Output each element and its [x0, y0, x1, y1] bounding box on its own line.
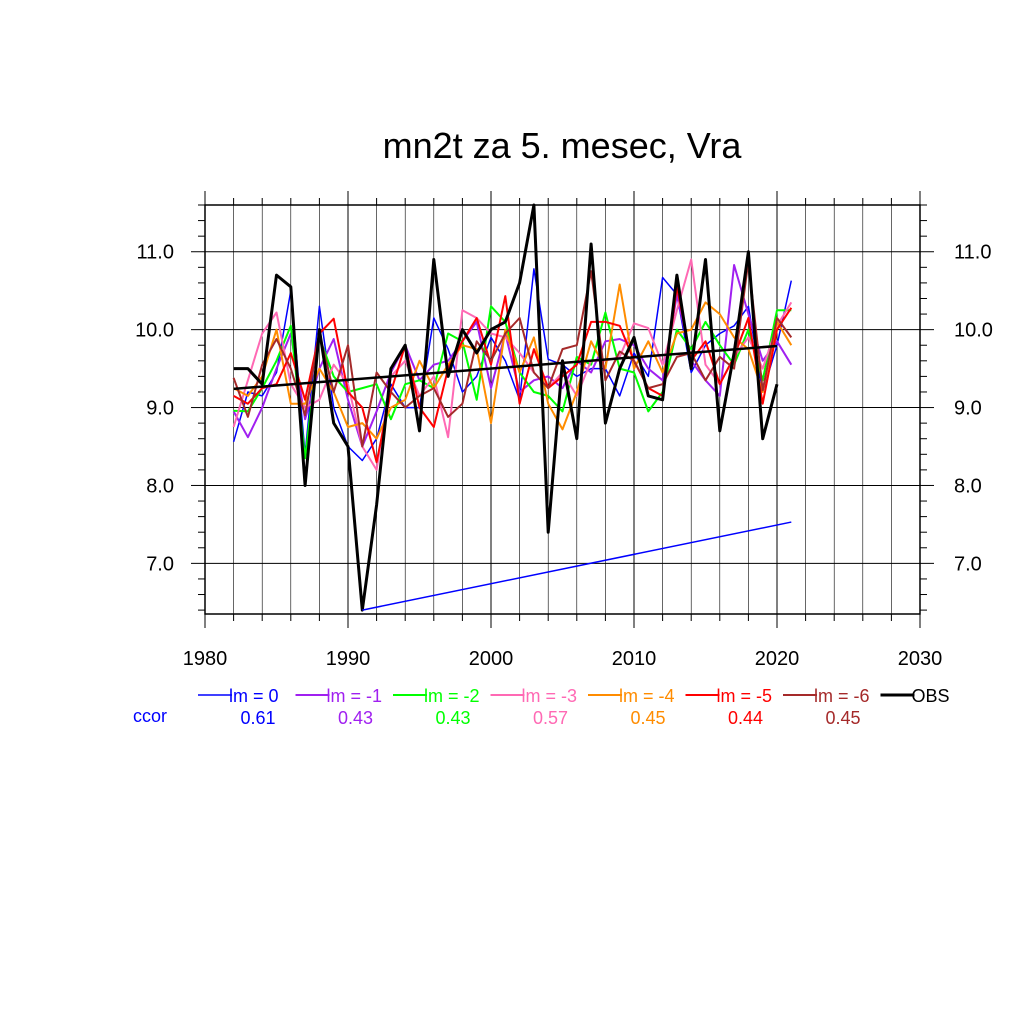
- x-tick-label: 2000: [469, 648, 514, 670]
- legend-label: lm = -1: [327, 686, 383, 706]
- series-line-lm-1: [232, 264, 793, 448]
- y-tick-label-right: 9.0: [954, 398, 982, 420]
- y-tick-label-left: 11.0: [137, 242, 174, 264]
- tick-labels: 1980 1990 2000 2010 2020 2030 7.0 7.0 8.0 8.0 9.0 9…: [135, 242, 993, 670]
- legend-label: lm = -5: [717, 686, 773, 706]
- y-tick-label-right: 11.0: [954, 242, 991, 264]
- y-tick-label-right: 10.0: [954, 320, 993, 342]
- x-tick-label: 2030: [898, 648, 943, 670]
- y-tick-label-left: 7.0: [146, 553, 174, 575]
- legend-label: lm = 0: [229, 686, 279, 706]
- trend-line: [362, 521, 792, 611]
- legend-label: OBS: [912, 686, 950, 706]
- plot-frame: [204, 204, 921, 615]
- ccor-label: ccor: [133, 706, 167, 726]
- series-lines: [232, 203, 793, 612]
- series-line-obs: [233, 203, 779, 612]
- x-tick-label: 1980: [183, 648, 228, 670]
- y-tick-label-right: 7.0: [954, 553, 982, 575]
- legend-label: lm = -2: [424, 686, 480, 706]
- legend-ccor-value: 0.61: [240, 708, 275, 728]
- x-tick-label: 1990: [326, 648, 371, 670]
- y-tick-label-left: 9.0: [146, 398, 174, 420]
- x-tick-label: 2020: [755, 648, 800, 670]
- series-line-lm-6: [232, 260, 793, 448]
- legend-ccor-value: 0.45: [630, 708, 665, 728]
- legend-ccor-value: 0.57: [533, 708, 568, 728]
- y-tick-label-right: 8.0: [954, 475, 982, 497]
- legend-ccor-value: 0.45: [825, 708, 860, 728]
- legend-label: lm = -3: [522, 686, 578, 706]
- legend-ccor-value: 0.44: [728, 708, 763, 728]
- trend-line: [233, 344, 778, 391]
- y-tick-label-left: 10.0: [135, 320, 174, 342]
- legend-ccor-value: 0.43: [435, 708, 470, 728]
- legend-label: lm = -4: [619, 686, 675, 706]
- legend-label: lm = -6: [814, 686, 870, 706]
- chart-title: mn2t za 5. mesec, Vra: [383, 125, 743, 166]
- y-tick-label-left: 8.0: [146, 475, 174, 497]
- axis-ticks: [191, 191, 934, 628]
- legend-ccor-value: 0.43: [338, 708, 373, 728]
- x-tick-label: 2010: [612, 648, 657, 670]
